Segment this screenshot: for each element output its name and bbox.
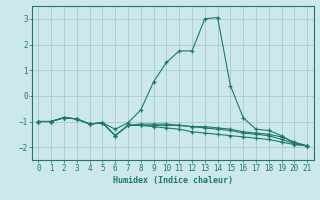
X-axis label: Humidex (Indice chaleur): Humidex (Indice chaleur) — [113, 176, 233, 185]
